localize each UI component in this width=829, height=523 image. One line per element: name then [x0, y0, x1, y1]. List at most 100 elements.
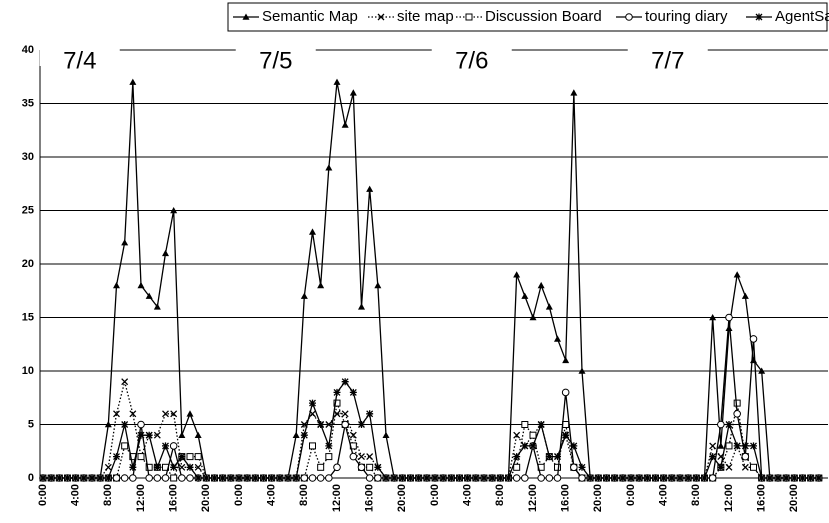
marker: [129, 463, 137, 471]
marker: [625, 13, 633, 21]
marker: [619, 474, 627, 482]
marker: [799, 474, 806, 482]
series-line: [43, 81, 819, 479]
marker: [488, 474, 496, 482]
marker: [382, 474, 390, 482]
marker: [186, 463, 194, 471]
marker: [709, 442, 717, 450]
x-tick-label: 0:00: [625, 484, 637, 506]
marker: [377, 13, 385, 21]
marker: [96, 474, 104, 482]
marker: [316, 474, 325, 482]
marker: [750, 463, 757, 471]
marker: [603, 474, 610, 482]
marker: [170, 463, 178, 471]
marker: [153, 474, 162, 482]
marker: [733, 399, 741, 407]
marker: [537, 281, 545, 289]
marker: [300, 292, 308, 299]
marker: [121, 421, 129, 428]
marker: [505, 474, 512, 482]
marker: [496, 474, 504, 482]
marker: [349, 452, 358, 461]
marker: [578, 474, 586, 482]
marker: [292, 474, 300, 482]
marker: [374, 281, 382, 289]
marker: [733, 442, 741, 450]
x-tick-label: 0:00: [429, 484, 441, 506]
legend-box: [227, 2, 828, 32]
marker: [521, 474, 529, 482]
marker: [129, 474, 137, 482]
marker: [749, 335, 758, 343]
marker: [423, 474, 431, 482]
marker: [308, 474, 317, 482]
marker: [186, 474, 194, 482]
marker: [88, 474, 96, 482]
marker: [317, 463, 325, 471]
marker: [398, 474, 406, 482]
marker: [194, 453, 202, 461]
marker: [325, 421, 333, 428]
marker: [554, 463, 561, 471]
marker: [512, 474, 521, 482]
marker: [137, 420, 145, 429]
x-tick-label: 8:00: [494, 484, 506, 506]
marker: [366, 185, 374, 192]
marker: [652, 474, 659, 482]
marker: [113, 410, 120, 418]
marker: [186, 453, 194, 461]
marker: [113, 453, 120, 461]
marker: [129, 78, 137, 85]
marker: [390, 474, 398, 482]
marker: [766, 474, 774, 482]
marker: [121, 378, 129, 386]
marker: [55, 474, 63, 482]
marker: [521, 421, 529, 428]
marker: [333, 463, 341, 472]
marker: [815, 474, 823, 482]
marker: [325, 442, 333, 450]
marker: [513, 463, 521, 471]
marker: [284, 474, 292, 482]
series-line: [43, 380, 819, 479]
x-tick-label: 4:00: [70, 484, 82, 506]
marker: [300, 474, 309, 482]
marker: [382, 431, 390, 438]
day-annotation: 7/6: [455, 47, 488, 74]
marker: [309, 228, 316, 235]
x-tick-label: 12:00: [723, 484, 735, 512]
marker: [365, 474, 374, 482]
marker: [578, 463, 586, 471]
series-line: [43, 317, 819, 479]
marker: [341, 121, 349, 128]
x-tick-label: 20:00: [788, 484, 800, 512]
legend-label: Semantic Map: [262, 8, 358, 25]
x-tick-label: 16:00: [168, 484, 180, 512]
y-tick-label: 15: [22, 311, 34, 323]
marker: [137, 453, 145, 461]
marker: [562, 431, 570, 439]
marker: [178, 453, 186, 461]
x-tick-label: 8:00: [102, 484, 114, 506]
marker: [145, 474, 153, 482]
marker: [178, 474, 186, 482]
y-tick-label: 25: [22, 204, 34, 216]
y-tick-label: 35: [22, 97, 34, 109]
x-tick-label: 4:00: [266, 484, 278, 506]
marker: [439, 474, 447, 482]
marker: [317, 421, 325, 428]
y-tick-label: 20: [22, 258, 34, 270]
marker: [529, 431, 537, 439]
marker: [317, 281, 325, 289]
y-tick-label: 40: [22, 44, 34, 56]
marker: [415, 474, 423, 482]
marker: [251, 474, 259, 482]
marker: [104, 474, 112, 482]
marker: [472, 474, 480, 482]
marker: [758, 367, 766, 374]
x-tick-label: 4:00: [462, 484, 474, 506]
marker: [407, 474, 414, 482]
marker: [64, 474, 71, 482]
